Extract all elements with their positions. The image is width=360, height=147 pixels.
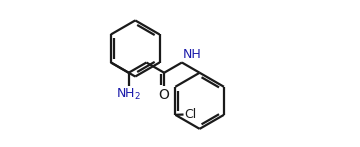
Text: NH: NH [183,48,201,61]
Text: NH$_2$: NH$_2$ [116,87,141,102]
Text: O: O [159,88,170,102]
Text: Cl: Cl [185,108,197,121]
